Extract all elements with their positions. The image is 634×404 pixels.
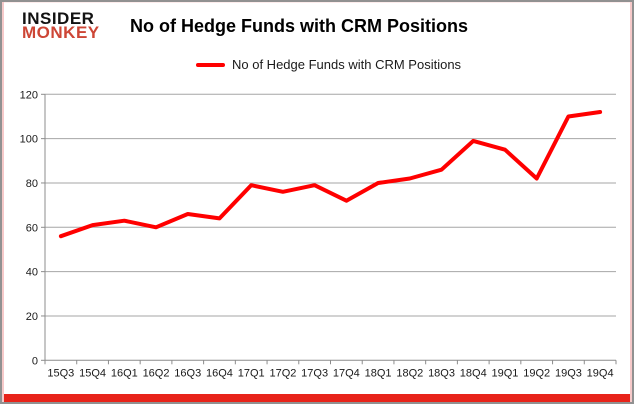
series-line — [58, 110, 603, 239]
x-tick-label: 16Q4 — [206, 367, 233, 379]
x-tick-label: 17Q4 — [333, 367, 360, 379]
x-tick-label: 17Q3 — [301, 367, 328, 379]
x-tick-label: 16Q1 — [111, 367, 138, 379]
x-tick-label: 19Q4 — [587, 367, 614, 379]
x-tick-label: 15Q4 — [79, 367, 106, 379]
x-tick-label: 18Q4 — [460, 367, 487, 379]
x-tick-label: 16Q3 — [174, 367, 201, 379]
y-tick-label: 40 — [26, 267, 38, 279]
insider-monkey-logo: INSIDER MONKEY — [22, 9, 100, 42]
legend-label: No of Hedge Funds with CRM Positions — [232, 57, 462, 72]
y-tick-label: 120 — [20, 89, 38, 101]
x-tick-label: 19Q2 — [523, 367, 550, 379]
legend-line-swatch — [196, 62, 225, 67]
y-tick-label: 60 — [26, 222, 38, 234]
y-tick-label: 0 — [32, 355, 38, 367]
x-tick-label: 17Q2 — [269, 367, 296, 379]
x-tick-label: 15Q3 — [47, 367, 74, 379]
y-tick-label: 20 — [26, 311, 38, 323]
logo-line-insider: INSIDER — [22, 9, 95, 28]
x-tick-label: 16Q2 — [143, 367, 170, 379]
logo-line-monkey: MONKEY — [22, 23, 100, 42]
x-tick-label: 17Q1 — [238, 367, 265, 379]
y-tick-label: 100 — [20, 134, 38, 146]
x-tick-label: 19Q3 — [555, 367, 582, 379]
x-tick-label: 18Q1 — [365, 367, 392, 379]
x-tick-label: 18Q3 — [428, 367, 455, 379]
x-tick-label: 19Q1 — [492, 367, 519, 379]
legend: No of Hedge Funds with CRM Positions — [196, 57, 461, 72]
y-tick-label: 80 — [26, 178, 38, 190]
x-tick-label: 18Q2 — [396, 367, 423, 379]
page-title: No of Hedge Funds with CRM Positions — [130, 16, 468, 36]
